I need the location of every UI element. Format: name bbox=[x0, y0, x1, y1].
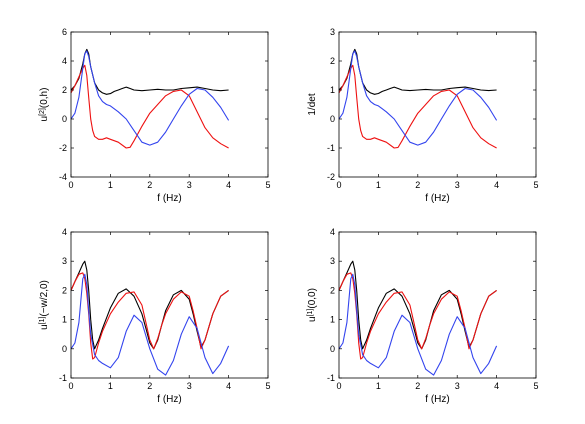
x-tick-label: 3 bbox=[187, 180, 192, 190]
x-tick-label: 1 bbox=[376, 180, 381, 190]
ylabel-part: [1] bbox=[39, 316, 46, 324]
x-tick-label: 3 bbox=[455, 180, 460, 190]
series-line-2 bbox=[70, 64, 229, 149]
y-tick-label: 3 bbox=[330, 27, 335, 37]
series-line-3 bbox=[338, 273, 498, 376]
x-tick-label: 3 bbox=[187, 381, 192, 391]
y-tick-label: 0 bbox=[62, 344, 67, 354]
axes-box bbox=[338, 31, 537, 178]
y-tick-label: 0 bbox=[330, 114, 335, 124]
x-tick-label: 1 bbox=[108, 180, 113, 190]
x-tick-label: 1 bbox=[376, 381, 381, 391]
x-axis-label: f (Hz) bbox=[157, 394, 181, 405]
x-tick-label: 5 bbox=[265, 180, 270, 190]
x-tick-label: 4 bbox=[226, 381, 231, 391]
y-tick-label: -1 bbox=[59, 373, 67, 383]
y-tick-label: 6 bbox=[62, 27, 67, 37]
x-tick-label: 0 bbox=[336, 381, 341, 391]
x-tick-label: 5 bbox=[533, 180, 538, 190]
y-tick-label: 4 bbox=[62, 227, 67, 237]
y-tick-label: -2 bbox=[327, 172, 335, 182]
x-tick-label: 2 bbox=[415, 180, 420, 190]
axes-box bbox=[70, 231, 269, 379]
series-line-1 bbox=[338, 48, 497, 95]
y-tick-label: -1 bbox=[327, 373, 335, 383]
ylabel-part: [2] bbox=[39, 108, 46, 116]
x-tick-label: 5 bbox=[265, 381, 270, 391]
series-line-1 bbox=[70, 48, 229, 95]
x-tick-label: 0 bbox=[68, 180, 73, 190]
y-tick-label: 3 bbox=[330, 256, 335, 266]
axes-box bbox=[70, 31, 269, 178]
ylabel-part: u bbox=[39, 116, 50, 122]
axes-box bbox=[338, 231, 537, 379]
y-tick-label: 2 bbox=[330, 56, 335, 66]
ylabel-part: (0,h) bbox=[39, 88, 50, 109]
x-tick-label: 4 bbox=[226, 180, 231, 190]
y-tick-label: 4 bbox=[62, 56, 67, 66]
y-axis-label: u[2](0,h) bbox=[39, 88, 51, 122]
x-tick-label: 0 bbox=[68, 381, 73, 391]
x-tick-label: 1 bbox=[108, 381, 113, 391]
x-tick-label: 0 bbox=[336, 180, 341, 190]
y-tick-label: -4 bbox=[59, 172, 67, 182]
series-line-3 bbox=[338, 50, 498, 146]
x-tick-label: 3 bbox=[455, 381, 460, 391]
y-tick-label: -1 bbox=[327, 143, 335, 153]
subplot-2: 0 1 2 3 4 5 -2 -1 0 1 2 3 f (Hz) 1/det bbox=[307, 27, 539, 204]
series-line-2 bbox=[338, 64, 497, 149]
x-tick-label: 2 bbox=[415, 381, 420, 391]
subplot-1: 0 1 2 3 4 5 -4 -2 0 2 4 6 f (Hz) u[2](0,h) bbox=[39, 27, 271, 204]
ylabel-part: u bbox=[307, 316, 318, 322]
y-tick-label: 2 bbox=[62, 85, 67, 95]
y-tick-label: 4 bbox=[330, 227, 335, 237]
y-tick-label: 0 bbox=[62, 114, 67, 124]
y-tick-label: 1 bbox=[62, 315, 67, 325]
x-axis-label: f (Hz) bbox=[157, 193, 181, 204]
y-axis-label: u[1](−w/2,0) bbox=[39, 280, 51, 330]
x-tick-label: 5 bbox=[533, 381, 538, 391]
ylabel-part: [1] bbox=[307, 309, 314, 317]
y-tick-label: 1 bbox=[330, 85, 335, 95]
y-tick-label: 2 bbox=[330, 285, 335, 295]
ylabel-part: (−w/2,0) bbox=[39, 280, 50, 316]
x-axis-label: f (Hz) bbox=[425, 193, 449, 204]
x-tick-label: 2 bbox=[147, 180, 152, 190]
x-tick-label: 2 bbox=[147, 381, 152, 391]
series-line-3 bbox=[70, 273, 230, 376]
y-tick-label: 3 bbox=[62, 256, 67, 266]
x-axis-label: f (Hz) bbox=[425, 394, 449, 405]
x-tick-label: 4 bbox=[494, 180, 499, 190]
y-tick-label: -2 bbox=[59, 143, 67, 153]
series-line-3 bbox=[70, 50, 230, 146]
y-tick-label: 2 bbox=[62, 285, 67, 295]
x-tick-label: 4 bbox=[494, 381, 499, 391]
y-tick-label: 1 bbox=[330, 315, 335, 325]
y-axis-label: 1/det bbox=[307, 93, 318, 115]
ylabel-part: (0,0) bbox=[307, 288, 318, 309]
y-axis-label: u[1](0,0) bbox=[307, 288, 319, 322]
y-tick-label: 0 bbox=[330, 344, 335, 354]
ylabel-part: u bbox=[39, 324, 50, 330]
